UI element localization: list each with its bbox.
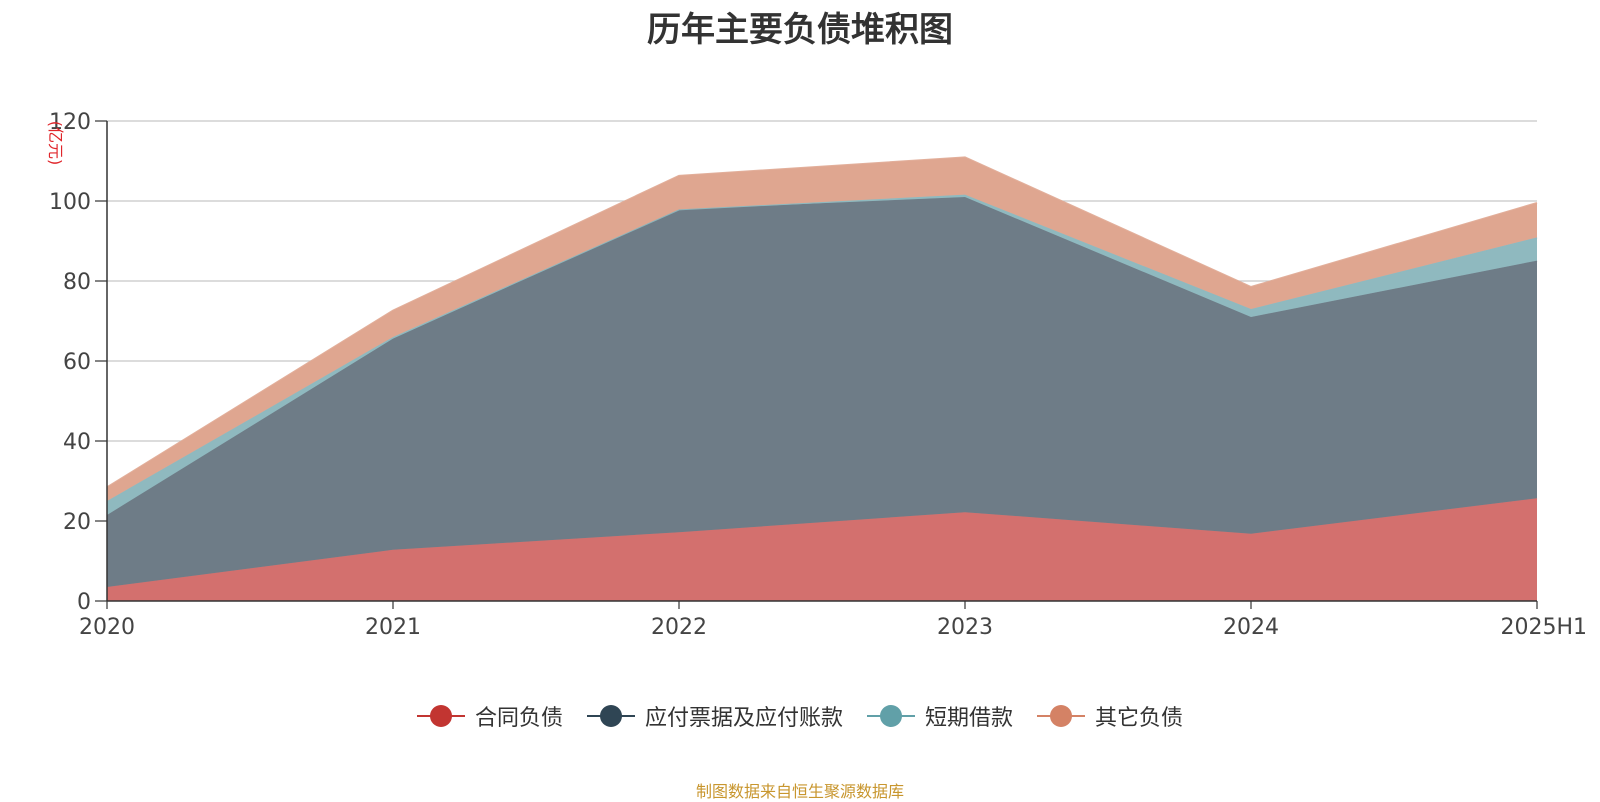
y-tick-label: 120 xyxy=(49,110,91,135)
area-series-2 xyxy=(107,197,1537,587)
x-tick-label: 2024 xyxy=(1223,615,1279,640)
y-tick-label: 60 xyxy=(63,350,91,375)
legend-item-1[interactable]: 合同负债 xyxy=(416,700,563,732)
legend-item-4[interactable]: 其它负债 xyxy=(1037,700,1183,732)
legend-label: 其它负债 xyxy=(1095,706,1184,731)
axes: 0 20 40 60 80 100 120 2020 2021 2022 2023 2024 2025H… xyxy=(49,110,1587,640)
legend-label: 应付票据及应付账款 xyxy=(644,706,843,731)
x-tick-label: 2020 xyxy=(79,615,135,640)
x-tick-label: 2022 xyxy=(651,615,707,640)
legend-label: 短期借款 xyxy=(925,706,1014,731)
chart-title: 历年主要负债堆积图 xyxy=(647,10,953,50)
legend-item-3[interactable]: 短期借款 xyxy=(867,700,1013,732)
x-tick-label: 2025H1 xyxy=(1500,615,1587,640)
x-tick-label: 2023 xyxy=(937,615,993,640)
x-tick-label: 2021 xyxy=(365,615,421,640)
legend-label: 合同负债 xyxy=(474,706,563,731)
unit-label: (亿元) xyxy=(46,121,65,166)
legend-marker xyxy=(867,704,915,728)
y-tick-label: 40 xyxy=(63,430,91,455)
legend: 合同负债 应付票据及应付账款 短期借款 其它负债 xyxy=(0,700,1600,732)
legend-marker xyxy=(1037,704,1086,728)
y-tick-label: 100 xyxy=(49,190,91,215)
area-series-4 xyxy=(107,157,1537,501)
area-layer xyxy=(106,156,1538,601)
y-tick-label: 20 xyxy=(63,510,91,535)
legend-marker xyxy=(586,704,635,728)
legend-item-2[interactable]: 应付票据及应付账款 xyxy=(586,700,843,732)
y-tick-label: 80 xyxy=(63,270,91,295)
area-line-series-4 xyxy=(106,156,1538,489)
legend-marker xyxy=(416,704,465,728)
y-tick-label: 0 xyxy=(77,590,91,615)
source-note: 制图数据来自恒生聚源数据库 xyxy=(695,782,904,801)
area-series-1 xyxy=(107,498,1537,601)
